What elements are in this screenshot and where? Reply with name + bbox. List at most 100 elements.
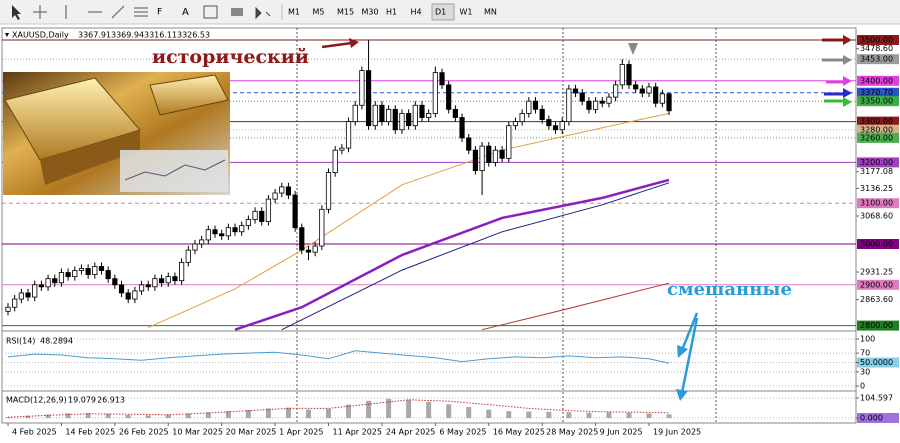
- arrows-tool[interactable]: [255, 6, 271, 20]
- candle-body: [332, 149, 338, 173]
- symbol-menu[interactable]: [5, 33, 9, 37]
- moving-average: [234, 178, 670, 331]
- level-label: 2900.00: [860, 280, 893, 289]
- price-label-bg: [857, 357, 899, 368]
- macd-bar: [406, 399, 412, 419]
- x-tick-label: 1 Apr 2025: [279, 428, 323, 437]
- shapes-tool[interactable]: [231, 8, 243, 16]
- candle-body: [219, 233, 225, 237]
- candle-body: [305, 249, 312, 253]
- candle-body: [285, 186, 292, 196]
- macd-bar: [446, 404, 452, 419]
- rsi-line: [7, 350, 670, 364]
- level-label: 3350.00: [860, 97, 893, 106]
- macd-bar: [205, 412, 211, 419]
- candle-body: [599, 100, 605, 104]
- candle-body: [399, 113, 405, 131]
- timeframe-button[interactable]: M15: [337, 8, 354, 17]
- macd-bar: [85, 413, 91, 419]
- macd-bar: [5, 417, 11, 419]
- toolbar: F A M1 M5 M15 M30 H1 H4 D1 W1 MN: [0, 0, 900, 25]
- macd-bar: [606, 412, 612, 419]
- candle-body: [426, 113, 432, 118]
- macd-bar: [285, 407, 291, 419]
- candle-body: [566, 88, 572, 122]
- timeframe-button[interactable]: H4: [411, 8, 422, 17]
- close-value: 3326.53: [177, 31, 210, 40]
- price-label-bg: [857, 413, 899, 424]
- macd-bar: [546, 411, 552, 419]
- candle-body: [539, 108, 545, 120]
- candle-body: [152, 278, 158, 288]
- macd-bar: [526, 411, 532, 419]
- candle-body: [279, 186, 285, 194]
- candle-body: [406, 113, 412, 127]
- candle-body: [379, 104, 385, 122]
- arrow-head: [677, 345, 688, 358]
- timeframe-button[interactable]: W1: [460, 8, 473, 17]
- x-tick-label: 28 May 2025: [546, 428, 598, 437]
- candle-body: [492, 149, 499, 163]
- macd-bar: [225, 411, 231, 419]
- macd-bar: [666, 414, 672, 419]
- candle-body: [512, 121, 519, 127]
- macd-bar: [346, 404, 352, 419]
- level-label: 3370.70: [860, 88, 893, 97]
- price-label-bg: [857, 279, 899, 290]
- candle-body: [432, 72, 438, 114]
- label-tool[interactable]: [203, 5, 218, 19]
- candle-body: [452, 108, 458, 118]
- macd-bar: [326, 408, 332, 419]
- candle-body: [639, 88, 645, 94]
- y-tick-label: 50.0000: [860, 358, 893, 367]
- candle-body: [138, 284, 145, 292]
- timeframe-button[interactable]: D1: [435, 8, 446, 17]
- x-tick-label: 10 Mar 2025: [172, 428, 223, 437]
- candle-body: [98, 266, 105, 271]
- y-tick-label: 70: [860, 349, 870, 358]
- price-label-bg: [857, 157, 899, 168]
- level-label: 3280.00: [860, 125, 893, 134]
- candle-body: [132, 290, 138, 300]
- x-tick-label: 16 May 2025: [493, 428, 545, 437]
- arrow-down: [628, 43, 638, 55]
- candle-body: [559, 121, 565, 131]
- low-value: 3316.11: [144, 31, 177, 40]
- candle-body: [666, 93, 672, 112]
- fibo-tool[interactable]: F: [157, 8, 162, 18]
- candle-body: [179, 261, 185, 282]
- level-label: 3453.00: [860, 55, 893, 64]
- candle-body: [312, 245, 318, 253]
- candle-body: [125, 292, 131, 300]
- price-label-bg: [857, 198, 899, 209]
- trendline-tool[interactable]: [111, 5, 125, 19]
- text-tool[interactable]: A: [182, 7, 189, 18]
- level-label: 3260.00: [860, 133, 893, 142]
- level-label: 3200.00: [860, 158, 893, 167]
- crosshair-tool[interactable]: [33, 5, 47, 19]
- timeframe-button[interactable]: H1: [386, 8, 397, 17]
- price-label-bg: [857, 96, 899, 107]
- x-tick-label: 6 May 2025: [439, 428, 486, 437]
- candle-body: [92, 266, 98, 275]
- gold-bar-side: [40, 130, 140, 185]
- cursor-tool[interactable]: [12, 5, 21, 20]
- timeframe-button[interactable]: M5: [313, 8, 325, 17]
- x-tick-label: 19 Jun 2025: [653, 428, 701, 437]
- candle-body: [499, 149, 505, 159]
- price-label-bg: [857, 320, 899, 331]
- candle-body: [633, 84, 639, 90]
- timeframe-button[interactable]: M1: [288, 8, 300, 17]
- timeframe-button[interactable]: M30: [362, 8, 379, 17]
- candle-body: [372, 104, 378, 127]
- candle-body: [212, 229, 218, 235]
- level-label: 2800.00: [860, 321, 893, 330]
- candle-body: [345, 121, 352, 149]
- channel-tool[interactable]: [134, 7, 148, 17]
- timeframe-button[interactable]: MN: [484, 8, 497, 17]
- candle-body: [459, 117, 465, 139]
- y-tick-label: 0.000: [860, 414, 883, 423]
- candle-body: [158, 278, 165, 284]
- moving-average: [281, 182, 670, 331]
